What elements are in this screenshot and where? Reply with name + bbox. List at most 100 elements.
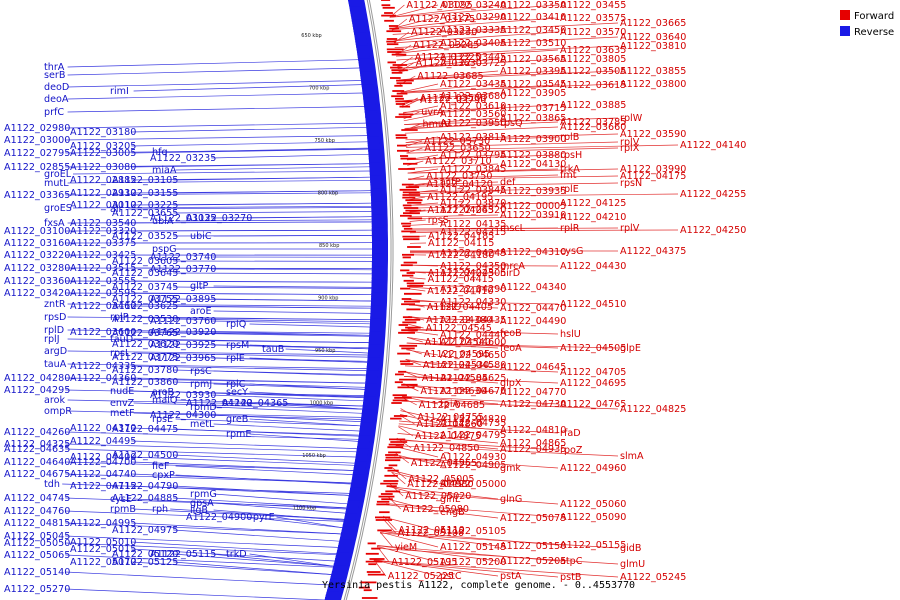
leader-line xyxy=(373,560,619,578)
forward-gene-label: A1122_04135 xyxy=(440,219,506,230)
leader-line xyxy=(409,209,439,213)
scale-label: 1000 kbp xyxy=(310,401,334,407)
forward-gene-label: A1122_05000 xyxy=(440,479,506,490)
forward-gene-label: A1122_04405 xyxy=(427,302,493,313)
reverse-gene-label: groES xyxy=(44,203,72,214)
reverse-gene-label: cpxP xyxy=(152,470,175,481)
leader-line xyxy=(401,400,619,410)
leader-line xyxy=(67,329,370,334)
leader-line xyxy=(409,219,426,222)
leader-line xyxy=(393,29,439,42)
forward-gene-label: A1122_04470 xyxy=(500,303,566,314)
reverse-gene-label: A1122_03425 xyxy=(70,250,136,261)
reverse-gene-label: A1122_03770 xyxy=(150,264,216,275)
leader-line xyxy=(383,515,397,531)
leader-line xyxy=(397,58,559,69)
forward-gene-label: slmA xyxy=(620,451,644,462)
leader-line xyxy=(409,284,499,288)
forward-gene-label: engB xyxy=(440,507,465,518)
forward-gene-label: A1122_05060 xyxy=(560,499,626,510)
forward-gene-label: A1122_03410 xyxy=(500,12,566,23)
leader-line xyxy=(405,360,499,368)
reverse-gene-label: pyrE xyxy=(253,512,275,523)
reverse-feature-marks xyxy=(325,0,384,599)
forward-gene-label: A1122_03680 xyxy=(440,91,506,102)
forward-gene-label: atpC xyxy=(560,556,583,567)
reverse-gene-label: A1122_03220 xyxy=(4,250,70,261)
leader-line xyxy=(409,271,499,274)
forward-gene-label: mrcA xyxy=(500,261,525,272)
reverse-gene-label: A1122_05050 xyxy=(4,538,70,549)
forward-gene-label: A1122_03750 xyxy=(426,171,492,182)
forward-gene-label: A1122_04930 xyxy=(440,452,506,463)
reverse-gene-label: A1122_04815 xyxy=(4,518,70,529)
leader-line xyxy=(400,408,416,418)
reverse-gene-label: A1122_03620 xyxy=(112,339,178,350)
scale-ticks: 650 kbp 700 kbp 750 kbp 800 kbp 850 kbp 900 k… xyxy=(293,33,340,512)
reverse-gene-label: A1122_04400 xyxy=(70,452,136,463)
reverse-gene-label: A1122_03775 xyxy=(112,352,178,363)
reverse-gene-label: A1122_05125 xyxy=(112,557,178,568)
reverse-gene-label: A1122_03225 xyxy=(112,200,178,211)
leader-line xyxy=(173,202,372,206)
leader-line xyxy=(408,300,559,305)
leader-line xyxy=(392,22,619,35)
forward-gene-label: A1122_05145 xyxy=(440,542,506,553)
forward-gene-label: A1122_04765 xyxy=(560,399,626,410)
leader-line xyxy=(131,485,349,496)
forward-gene-label: A1122_05225 xyxy=(388,571,454,582)
leader-line xyxy=(131,141,368,147)
reverse-gene-label: rpmB xyxy=(110,504,136,515)
scale-label: 850 kbp xyxy=(319,243,339,249)
reverse-gene-label: A1122_03930 xyxy=(150,390,216,401)
reverse-gene-label: rpmJ xyxy=(190,379,212,390)
leader-line xyxy=(211,268,372,271)
leader-line xyxy=(131,221,372,224)
forward-gene-label: rpoZ xyxy=(560,445,583,456)
reverse-gene-label: A1122_04790 xyxy=(112,481,178,492)
forward-gene-label: glpE xyxy=(620,343,641,354)
leader-line xyxy=(67,59,359,68)
reverse-gene-label: fxsA xyxy=(44,218,65,229)
reverse-gene-label: trkD xyxy=(226,549,247,560)
forward-gene-label: rfaD xyxy=(560,428,581,439)
leader-line xyxy=(67,410,362,418)
leader-line xyxy=(393,456,499,469)
reverse-gene-label: A1122_04360 xyxy=(70,373,136,384)
reverse-gene-label: A1122_03000 xyxy=(4,135,70,146)
leader-line xyxy=(396,439,559,451)
reverse-gene-label: prfC xyxy=(44,107,64,118)
forward-gene-label: A1122_04375 xyxy=(620,246,686,257)
scale-label: 1100 kbp xyxy=(293,506,317,512)
forward-gene-label: A1122_04850 xyxy=(413,443,479,454)
scale-label: 900 kbp xyxy=(318,296,338,302)
leader-line xyxy=(400,410,439,420)
forward-gene-label: A1122_03560 xyxy=(440,109,506,120)
forward-gene-label: A1122_03335 xyxy=(440,25,506,36)
reverse-gene-label: secY xyxy=(226,387,248,398)
leader-line xyxy=(385,503,559,518)
leader-line xyxy=(383,516,439,532)
forward-gene-label: A1122_03545 xyxy=(500,79,566,90)
forward-gene-label: A1122_04600 xyxy=(440,337,506,348)
forward-gene-label: rplB xyxy=(560,132,579,143)
leader-line xyxy=(65,542,337,556)
leader-line xyxy=(409,229,679,232)
reverse-gene-label: A1122_03005 xyxy=(70,148,136,159)
forward-gene-label: rplV xyxy=(620,137,640,148)
forward-gene-label: A1122_03575 xyxy=(560,13,626,24)
reverse-gene-label: A1122_05015 xyxy=(70,544,136,555)
leader-line xyxy=(409,288,426,292)
leader-line xyxy=(276,516,343,529)
leader-line xyxy=(131,280,372,283)
forward-gene-label: A1122_04705 xyxy=(560,367,626,378)
leader-line xyxy=(131,440,357,449)
leader-line xyxy=(391,470,439,483)
leader-line xyxy=(133,352,368,358)
reverse-gene-label: A1122_04715 xyxy=(70,481,136,492)
reverse-gene-label: A1122_04280 xyxy=(4,373,70,384)
leader-line xyxy=(408,174,559,180)
leader-line xyxy=(405,136,439,144)
forward-gene-label: A1122_04380 xyxy=(426,315,492,326)
forward-gene-label: glpX xyxy=(500,378,522,389)
